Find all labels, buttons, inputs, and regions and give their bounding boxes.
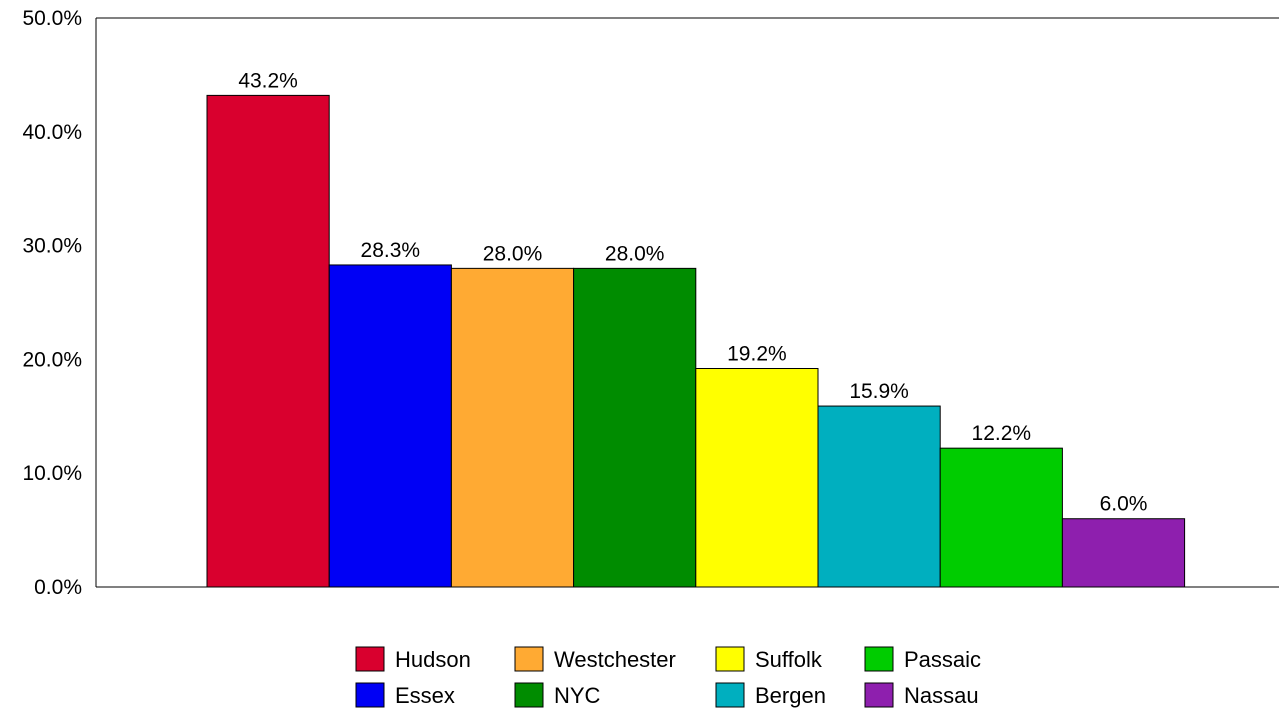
legend-swatch [715, 682, 745, 708]
bar-bergen [817, 405, 941, 588]
data-label-essex: 28.3% [361, 239, 421, 262]
bar-passaic [939, 447, 1063, 588]
legend-label: Hudson [395, 647, 471, 672]
data-label-bergen: 15.9% [849, 380, 909, 403]
y-tick-label: 50.0% [22, 7, 82, 30]
data-label-passaic: 12.2% [972, 422, 1032, 445]
y-tick-label: 30.0% [22, 235, 82, 258]
data-label-suffolk: 19.2% [727, 343, 787, 366]
data-label-hudson: 43.2% [238, 69, 298, 92]
bar-essex [328, 264, 452, 588]
legend-swatch [355, 646, 385, 672]
data-label-nassau: 6.0% [1100, 493, 1148, 516]
legend-swatch [715, 646, 745, 672]
legend-label: Westchester [554, 647, 676, 672]
legend-item-nyc: NYC [514, 682, 601, 708]
data-labels: 43.2% 28.3% 28.0% 28.0% 19.2% 15.9% 12.2% 6.0% [238, 69, 1147, 515]
y-tick-label: 10.0% [22, 462, 82, 485]
bar-suffolk [695, 368, 819, 588]
y-tick-label: 40.0% [22, 121, 82, 144]
legend-item-passaic: Passaic [864, 646, 981, 672]
legend-item-suffolk: Suffolk [715, 646, 823, 672]
legend: Hudson Westchester Suffolk Passaic Essex NYC B… [355, 646, 981, 708]
data-label-nyc: 28.0% [605, 242, 665, 265]
legend-label: NYC [554, 683, 601, 708]
legend-label: Bergen [755, 683, 826, 708]
data-label-westchester: 28.0% [483, 242, 543, 265]
legend-swatch [355, 682, 385, 708]
legend-label: Nassau [904, 683, 979, 708]
legend-item-westchester: Westchester [514, 646, 676, 672]
legend-item-essex: Essex [355, 682, 455, 708]
y-tick-label: 20.0% [22, 348, 82, 371]
legend-swatch [864, 646, 894, 672]
legend-item-nassau: Nassau [864, 682, 979, 708]
legend-swatch [864, 682, 894, 708]
bar-nassau [1061, 518, 1186, 588]
legend-swatch [514, 682, 544, 708]
bar-nyc [573, 267, 697, 588]
legend-item-bergen: Bergen [715, 682, 826, 708]
y-axis-tick-labels: 0.0% 10.0% 20.0% 30.0% 40.0% 50.0% [22, 7, 82, 599]
legend-label: Essex [395, 683, 455, 708]
y-tick-label: 0.0% [34, 576, 82, 599]
bars [206, 94, 1186, 588]
legend-label: Passaic [904, 647, 981, 672]
bar-westchester [450, 267, 575, 588]
legend-item-hudson: Hudson [355, 646, 471, 672]
legend-swatch [514, 646, 544, 672]
bar-hudson [206, 94, 330, 588]
legend-label: Suffolk [755, 647, 823, 672]
plot-frame [95, 17, 1279, 588]
